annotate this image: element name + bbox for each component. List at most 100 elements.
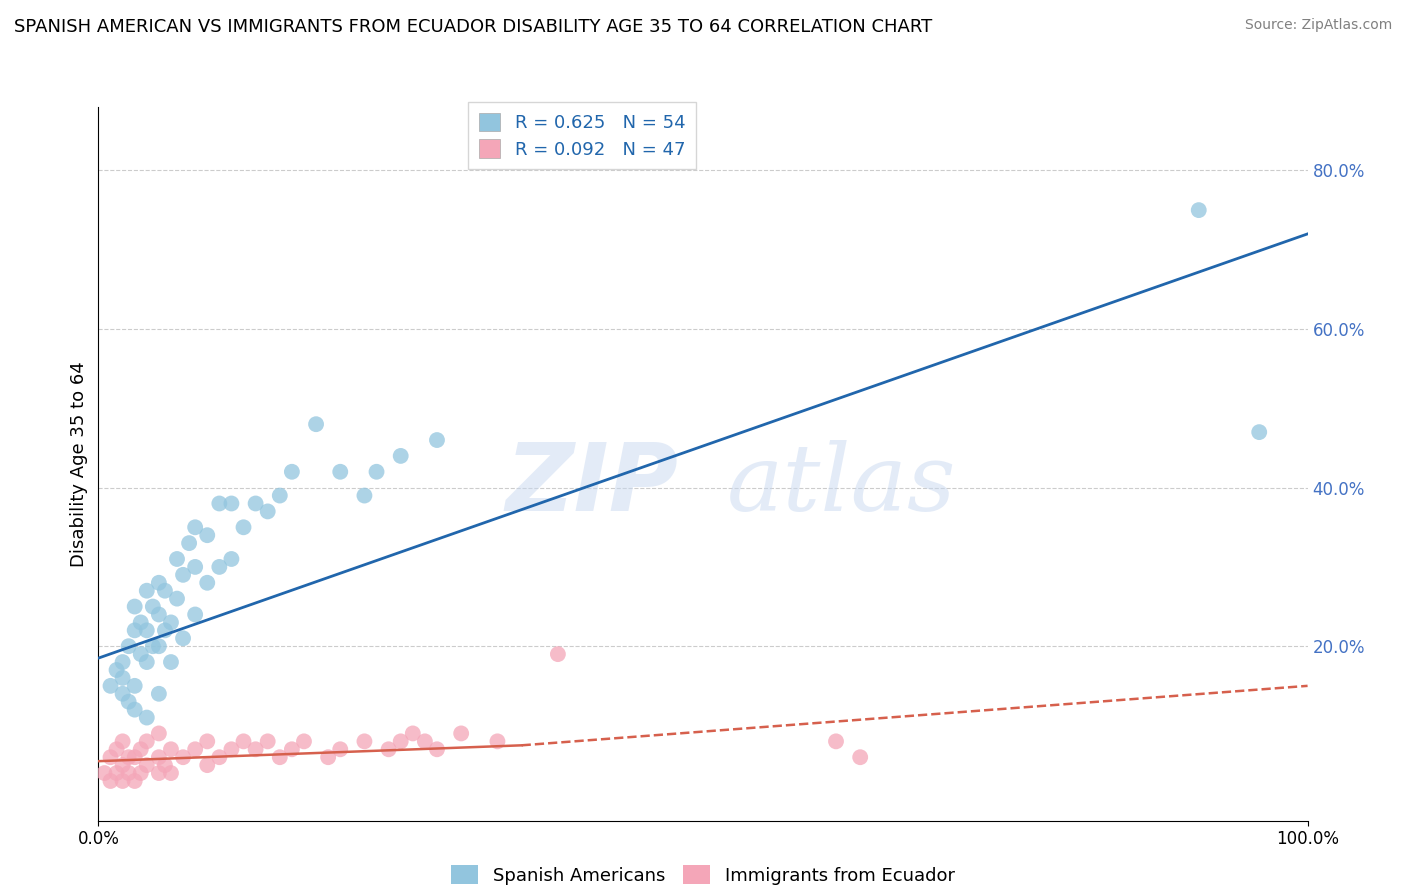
Point <box>245 742 267 756</box>
Point <box>389 449 412 463</box>
Point <box>142 599 165 614</box>
Point <box>111 687 134 701</box>
Point <box>105 663 128 677</box>
Point <box>118 695 141 709</box>
Point <box>172 750 194 764</box>
Text: ZIP: ZIP <box>506 439 679 532</box>
Point <box>135 624 157 638</box>
Point <box>153 624 176 638</box>
Point <box>100 774 122 789</box>
Point <box>135 655 157 669</box>
Point <box>105 766 128 780</box>
Point <box>124 703 146 717</box>
Point <box>849 750 872 764</box>
Point <box>100 679 122 693</box>
Point <box>124 679 146 693</box>
Point <box>129 647 152 661</box>
Point <box>208 496 231 510</box>
Point <box>148 750 170 764</box>
Point <box>402 726 425 740</box>
Point <box>221 742 243 756</box>
Point <box>118 639 141 653</box>
Point <box>353 734 375 748</box>
Point <box>329 742 352 756</box>
Point <box>208 560 231 574</box>
Point <box>148 607 170 622</box>
Point <box>184 520 207 534</box>
Text: atlas: atlas <box>727 441 956 530</box>
Point <box>153 583 176 598</box>
Point <box>389 734 412 748</box>
Point <box>256 734 278 748</box>
Point <box>825 734 848 748</box>
Point <box>148 575 170 590</box>
Point <box>547 647 569 661</box>
Point <box>111 671 134 685</box>
Point <box>135 758 157 772</box>
Point <box>129 742 152 756</box>
Point <box>100 750 122 764</box>
Point <box>1249 425 1271 439</box>
Point <box>281 742 304 756</box>
Point <box>486 734 509 748</box>
Point <box>124 599 146 614</box>
Point <box>366 465 388 479</box>
Point <box>269 750 291 764</box>
Point <box>450 726 472 740</box>
Point <box>221 496 243 510</box>
Point <box>118 750 141 764</box>
Point <box>281 465 304 479</box>
Point <box>329 465 352 479</box>
Point <box>142 639 165 653</box>
Point <box>111 655 134 669</box>
Point <box>160 742 183 756</box>
Point <box>135 583 157 598</box>
Point <box>184 560 207 574</box>
Point <box>292 734 315 748</box>
Point <box>153 758 176 772</box>
Point <box>316 750 339 764</box>
Point <box>245 496 267 510</box>
Point <box>377 742 399 756</box>
Legend: Spanish Americans, Immigrants from Ecuador: Spanish Americans, Immigrants from Ecuad… <box>443 856 963 892</box>
Text: SPANISH AMERICAN VS IMMIGRANTS FROM ECUADOR DISABILITY AGE 35 TO 64 CORRELATION : SPANISH AMERICAN VS IMMIGRANTS FROM ECUA… <box>14 18 932 36</box>
Point <box>172 567 194 582</box>
Point <box>148 726 170 740</box>
Point <box>129 615 152 630</box>
Point <box>93 766 115 780</box>
Point <box>172 632 194 646</box>
Point <box>353 489 375 503</box>
Point <box>124 624 146 638</box>
Point <box>148 687 170 701</box>
Point <box>148 766 170 780</box>
Point <box>111 734 134 748</box>
Point <box>221 552 243 566</box>
Point <box>160 615 183 630</box>
Point <box>118 766 141 780</box>
Point <box>124 774 146 789</box>
Point <box>305 417 328 432</box>
Point <box>232 734 254 748</box>
Point <box>256 504 278 518</box>
Point <box>160 655 183 669</box>
Point <box>269 489 291 503</box>
Point <box>160 766 183 780</box>
Point <box>208 750 231 764</box>
Point <box>135 734 157 748</box>
Point <box>184 742 207 756</box>
Point <box>195 575 218 590</box>
Point <box>166 552 188 566</box>
Point <box>426 433 449 447</box>
Point <box>184 607 207 622</box>
Point <box>179 536 201 550</box>
Point <box>124 750 146 764</box>
Point <box>195 734 218 748</box>
Point <box>195 758 218 772</box>
Point <box>413 734 436 748</box>
Point <box>1188 203 1211 218</box>
Point <box>105 742 128 756</box>
Point <box>111 774 134 789</box>
Point <box>426 742 449 756</box>
Point <box>166 591 188 606</box>
Point <box>195 528 218 542</box>
